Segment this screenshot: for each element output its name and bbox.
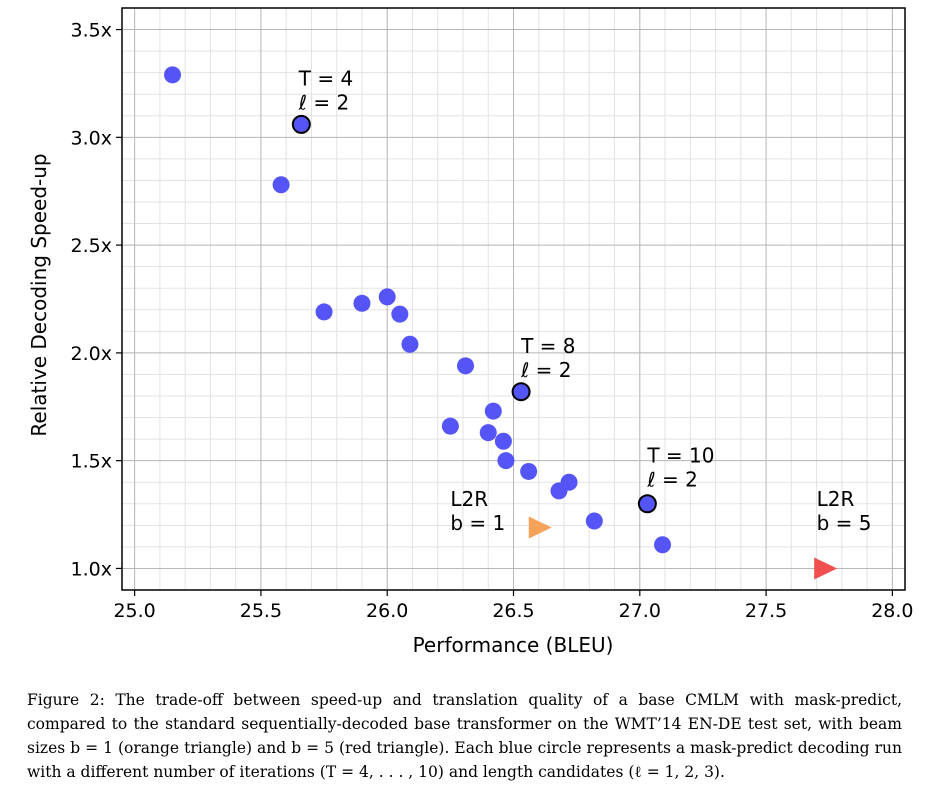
data-point-triangle <box>814 557 838 580</box>
data-point <box>378 288 396 306</box>
data-point <box>560 473 578 491</box>
y-tick-label: 3.5x <box>71 20 112 42</box>
scatter-chart: 25.0 25.5 26.0 26.5 27.0 27.5 28.0 1.0x 1.5x 2.0x… <box>27 7 914 657</box>
data-point-highlighted <box>637 494 657 514</box>
data-point <box>272 176 290 194</box>
data-point-highlighted <box>291 114 311 134</box>
data-point <box>497 452 515 470</box>
x-tick-label: 28.0 <box>871 600 913 622</box>
data-point <box>484 402 502 420</box>
data-point <box>164 66 182 84</box>
x-tick-label: 26.5 <box>492 600 534 622</box>
x-tick-label: 27.5 <box>745 600 787 622</box>
data-point <box>494 432 512 450</box>
data-point <box>457 357 475 375</box>
data-point <box>520 462 538 480</box>
y-tick-label: 1.5x <box>71 451 112 473</box>
annotation-line2: ℓ = 2 <box>520 358 571 382</box>
annotation-line2: b = 1 <box>450 511 505 535</box>
data-point <box>654 536 672 554</box>
y-tick-label: 2.5x <box>71 235 112 257</box>
annotation-line1: T = 4 <box>298 66 353 90</box>
y-tick-label: 1.0x <box>71 558 112 580</box>
annotation-line1: T = 8 <box>520 334 575 358</box>
annotation-line1: L2R <box>817 487 855 511</box>
annotation-line2: ℓ = 2 <box>298 90 349 114</box>
annotation-line1: L2R <box>450 487 488 511</box>
axis-ticks: 25.0 25.5 26.0 26.5 27.0 27.5 28.0 1.0x 1.5x 2.0x… <box>71 20 914 622</box>
data-point-triangle <box>528 516 552 539</box>
data-point <box>353 294 371 312</box>
data-point <box>585 512 603 530</box>
figure-caption: Figure 2: The trade-off between speed-up… <box>27 691 902 781</box>
data-point <box>391 305 409 323</box>
x-tick-label: 27.0 <box>619 600 661 622</box>
grid <box>122 7 905 591</box>
data-point-highlighted <box>511 382 531 402</box>
data-point <box>315 303 333 321</box>
x-tick-label: 25.0 <box>113 600 155 622</box>
data-points <box>164 66 838 580</box>
data-point <box>479 424 497 442</box>
x-tick-label: 26.0 <box>366 600 408 622</box>
annotation-line2: ℓ = 2 <box>646 468 697 492</box>
x-tick-label: 25.5 <box>240 600 282 622</box>
annotation-line1: T = 10 <box>646 444 714 468</box>
y-tick-label: 3.0x <box>71 127 112 149</box>
data-point <box>401 335 419 353</box>
y-tick-label: 2.0x <box>71 343 112 365</box>
y-axis-label: Relative Decoding Speed-up <box>27 153 51 436</box>
x-axis-label: Performance (BLEU) <box>413 633 614 657</box>
data-point <box>441 417 459 435</box>
annotation-line2: b = 5 <box>817 511 872 535</box>
